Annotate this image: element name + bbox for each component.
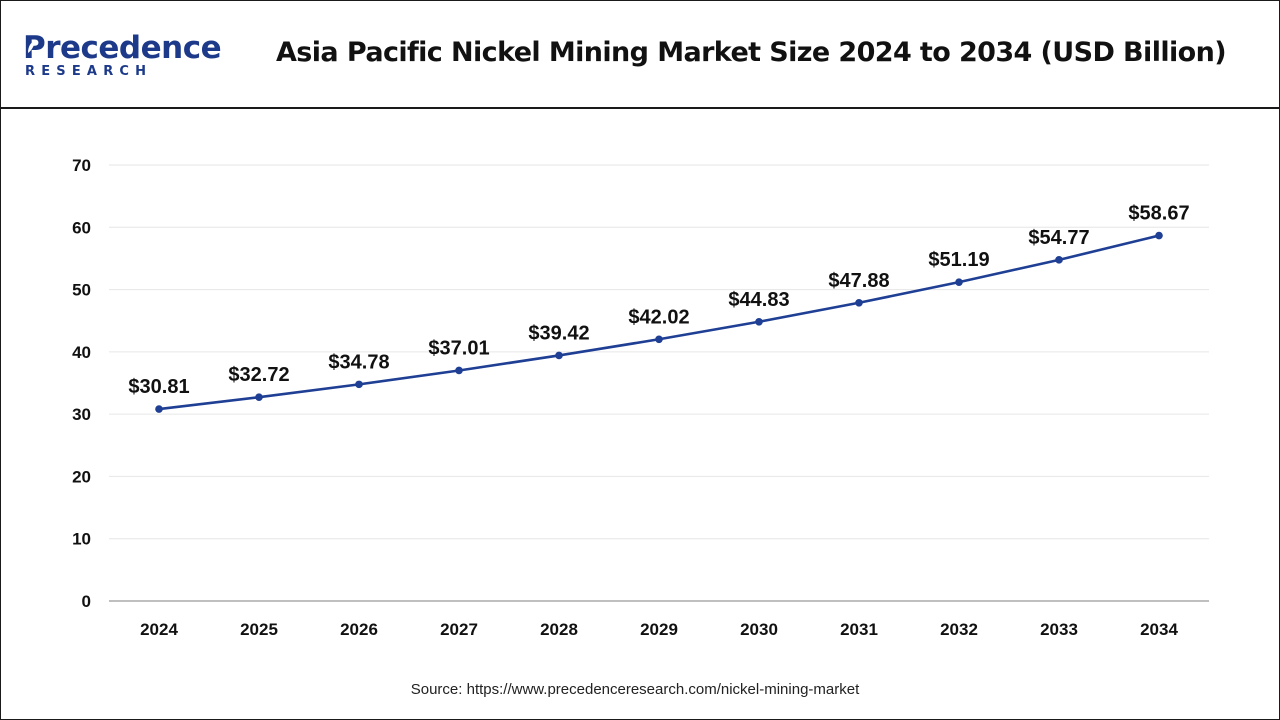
x-tick-label: 2026 [340,620,378,639]
x-tick-label: 2025 [240,620,278,639]
data-label: $39.42 [528,322,589,344]
precedence-research-logo: Precedence RESEARCH [23,31,222,83]
data-label: $44.83 [728,289,789,311]
y-tick-label: 10 [72,530,91,549]
x-tick-label: 2029 [640,620,678,639]
data-point [155,405,163,413]
logo-wordmark: Precedence [23,30,222,66]
data-point [355,380,363,389]
data-point [755,317,763,326]
x-tick-label: 2024 [140,620,178,639]
y-tick-label: 20 [72,467,91,486]
data-label: $34.78 [328,351,389,373]
data-point [955,278,963,286]
x-tick-label: 2028 [540,620,578,639]
data-point [1055,256,1063,264]
data-point [455,366,463,375]
leaf-icon [28,41,35,53]
data-point [255,393,263,402]
x-tick-label: 2030 [740,620,778,639]
header-bar: Precedence RESEARCH Asia Pacific Nickel … [1,1,1279,109]
chart-title: Asia Pacific Nickel Mining Market Size 2… [276,37,1227,68]
y-tick-label: 30 [72,405,91,424]
data-label: $32.72 [228,364,289,386]
y-tick-label: 50 [72,281,91,300]
data-label: $37.01 [428,337,489,359]
data-label: $58.67 [1128,203,1189,225]
y-tick-label: 70 [72,156,91,175]
source-note: Source: https://www.precedenceresearch.c… [410,681,860,698]
y-tick-label: 0 [82,592,91,611]
data-point [1155,231,1163,240]
data-point [555,351,563,360]
logo-subline: RESEARCH [25,64,153,79]
y-tick-label: 40 [72,343,91,362]
data-point [855,298,863,307]
x-tick-label: 2032 [940,620,978,639]
data-label: $51.19 [928,249,989,271]
x-tick-label: 2031 [840,620,878,639]
data-point [655,335,663,344]
x-tick-label: 2034 [1140,620,1178,639]
x-tick-label: 2033 [1040,620,1078,639]
data-label: $47.88 [828,270,889,292]
data-label: $54.77 [1028,227,1089,249]
data-label: $30.81 [128,376,189,398]
x-tick-label: 2027 [440,620,478,639]
data-label: $42.02 [628,306,689,328]
y-tick-label: 60 [72,218,91,237]
